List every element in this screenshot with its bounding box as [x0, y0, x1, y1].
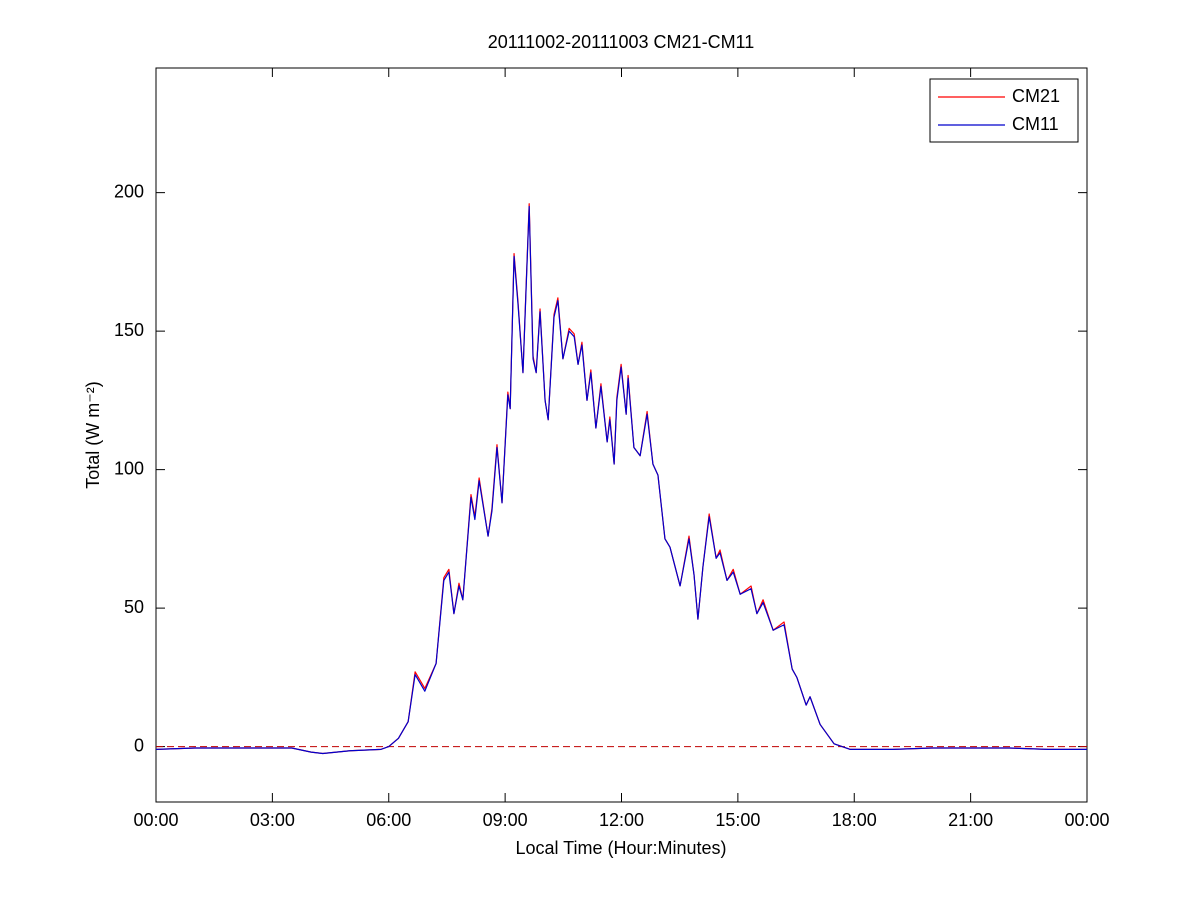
x-tick-label: 00:00 [133, 810, 178, 830]
x-tick-label: 18:00 [832, 810, 877, 830]
y-tick-label: 200 [114, 181, 144, 201]
legend-label: CM11 [1012, 114, 1059, 134]
x-axis-label: Local Time (Hour:Minutes) [515, 838, 726, 858]
x-tick-label: 21:00 [948, 810, 993, 830]
x-tick-label: 03:00 [250, 810, 295, 830]
y-tick-label: 50 [124, 597, 144, 617]
chart-title: 20111002-20111003 CM21-CM11 [488, 32, 755, 52]
x-tick-label: 15:00 [715, 810, 760, 830]
y-tick-label: 0 [134, 735, 144, 755]
y-tick-label: 150 [114, 320, 144, 340]
legend-label: CM21 [1012, 86, 1060, 106]
legend-box [929, 78, 1079, 143]
y-tick-label: 100 [114, 458, 144, 478]
x-tick-label: 00:00 [1064, 810, 1109, 830]
x-tick-label: 12:00 [599, 810, 644, 830]
series-line [155, 205, 1087, 755]
y-axis-label: Total (W m⁻²) [83, 381, 103, 489]
x-tick-label: 09:00 [483, 810, 528, 830]
x-tick-label: 06:00 [366, 810, 411, 830]
plot-area [155, 67, 1088, 803]
